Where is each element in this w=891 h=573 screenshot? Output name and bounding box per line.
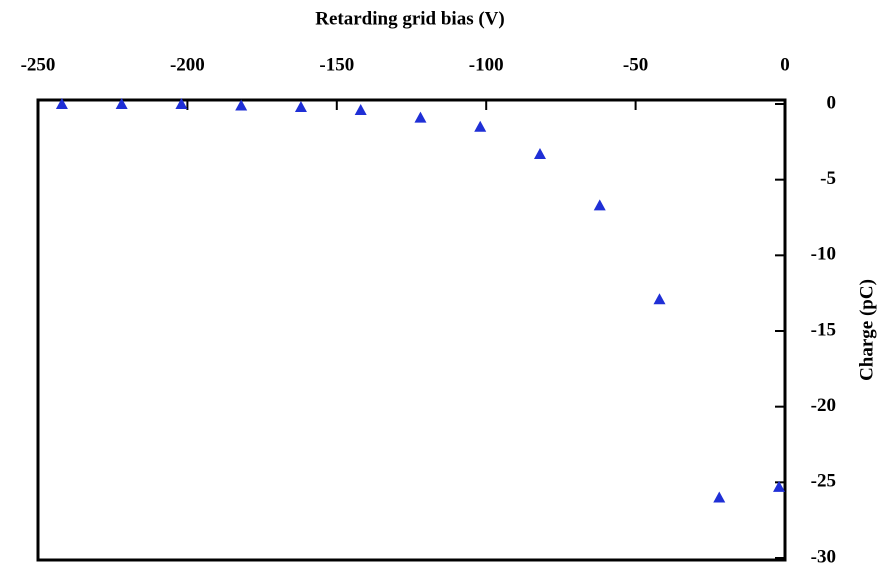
- data-point: [593, 199, 606, 211]
- x-tick-label: -50: [623, 54, 648, 75]
- data-point: [235, 99, 248, 111]
- x-tick-label: 0: [780, 54, 790, 75]
- data-point: [115, 98, 128, 109]
- x-tick-label: -250: [21, 54, 56, 75]
- y-tick-label: -30: [811, 546, 836, 567]
- data-point: [533, 147, 546, 159]
- y-axis-title: Charge (pC): [856, 279, 877, 381]
- y-tick-label: -20: [811, 395, 836, 416]
- x-tick-label: -200: [170, 54, 205, 75]
- y-tick-label: 0: [827, 92, 837, 113]
- plot-frame: [36, 98, 787, 562]
- x-tick-label: -150: [319, 54, 354, 75]
- data-point: [773, 480, 786, 492]
- y-tick-label: -15: [811, 319, 836, 340]
- y-tick-label: -25: [811, 471, 836, 492]
- data-point: [414, 111, 427, 123]
- data-point: [474, 120, 487, 132]
- data-point: [55, 98, 68, 109]
- data-point: [713, 491, 726, 503]
- data-point: [175, 98, 188, 109]
- x-tick-label: -100: [469, 54, 504, 75]
- x-axis-title: Retarding grid bias (V): [315, 8, 504, 29]
- data-point: [354, 104, 367, 116]
- data-point: [294, 101, 307, 113]
- y-tick-label: -5: [820, 168, 836, 189]
- y-tick-label: -10: [811, 244, 836, 265]
- data-point: [653, 293, 666, 305]
